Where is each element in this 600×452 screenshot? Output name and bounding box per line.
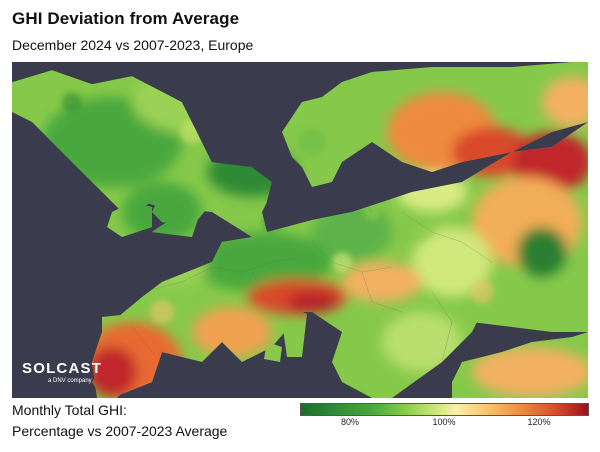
- balkans-green-zone: [382, 312, 462, 372]
- legend-colorbar: [300, 403, 589, 416]
- map-coastline: [12, 69, 273, 203]
- germany-green-zone: [192, 232, 332, 292]
- solcast-logo: SOLCAST a DNV company: [22, 360, 102, 390]
- danube-orange-zone: [342, 262, 422, 302]
- logo-wordmark: SOLCAST: [22, 360, 103, 377]
- turkey-orange-zone: [472, 347, 588, 397]
- southern-france-orange-zone: [192, 307, 272, 357]
- legend-caption-line2: Percentage vs 2007-2023 Average: [12, 423, 228, 439]
- legend-tick-120: 120%: [527, 417, 551, 427]
- ghi-deviation-surface: [12, 62, 588, 398]
- legend-tick-80: 80%: [340, 417, 360, 427]
- legend-caption-line1: Monthly Total GHI:: [12, 402, 127, 418]
- map-panel: [12, 62, 588, 398]
- uk-green-zone: [122, 182, 202, 242]
- ukraine-dark-green-zone: [517, 227, 567, 277]
- northeast-orange-zone: [542, 77, 588, 127]
- map-title: GHI Deviation from Average: [12, 9, 240, 28]
- legend-tick-100: 100%: [432, 417, 456, 427]
- map-subtitle: December 2024 vs 2007-2023, Europe: [12, 37, 254, 53]
- iberia-red-zone: [87, 347, 137, 397]
- east-europe-yellow-zone: [412, 227, 492, 297]
- alps-dark-red-zone: [287, 292, 337, 312]
- europe-map: [12, 62, 588, 398]
- logo-tagline: a DNV company: [48, 378, 92, 384]
